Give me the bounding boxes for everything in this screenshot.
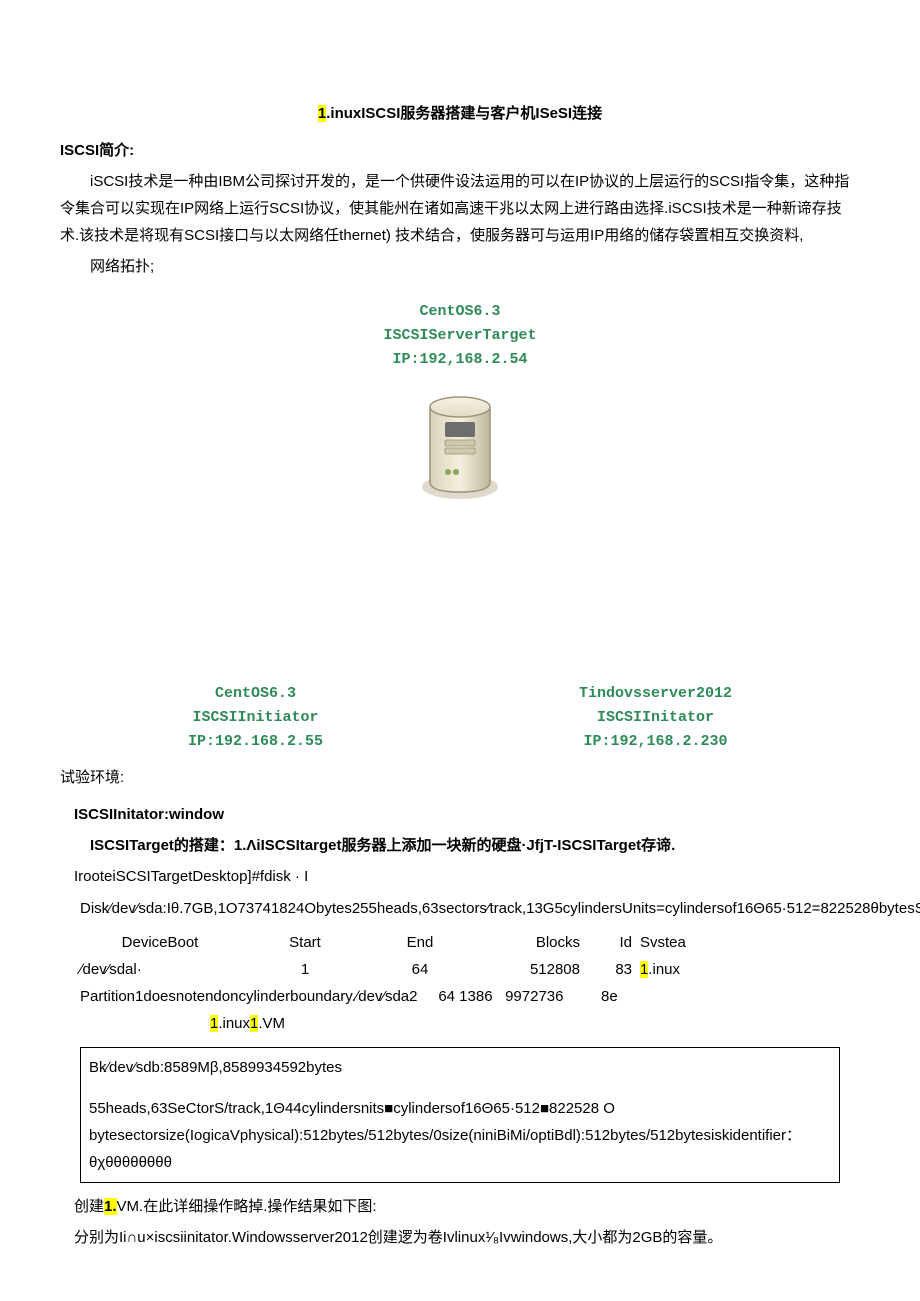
client-right-name: Tindovsserver2012 bbox=[579, 682, 732, 706]
partition-row-2: Partition1doesnotendoncylinderboundary.∕… bbox=[80, 983, 840, 1010]
partition-table-header: DeviceBoot Start End Blocks Id Svstea bbox=[80, 929, 840, 956]
initiator-label: ISCSIInitator:window bbox=[74, 801, 860, 828]
final-paragraph: 分别为Ii∩u×iscsiinitator.Windowsserver2012创… bbox=[74, 1224, 860, 1251]
server-ip: IP:192,168.2.54 bbox=[60, 348, 860, 372]
sdb-line-3: bytesectorsize(IogicaVphysical):512bytes… bbox=[89, 1122, 831, 1176]
intro-heading: ISCSI简介: bbox=[60, 137, 860, 164]
disk-info-block: Disk∕dev⁄sda:Iθ.7GB,1O73741824Obytes255h… bbox=[80, 898, 840, 921]
title-highlight: 1 bbox=[318, 105, 326, 122]
topology-label: 网络拓扑; bbox=[60, 253, 860, 280]
server-name: CentOS6.3 bbox=[60, 300, 860, 324]
server-icon bbox=[415, 382, 505, 502]
sdb-line-2: 55heads,63SeCtorS/track,1Θ44cylindersnit… bbox=[89, 1095, 831, 1122]
title-text: .inuxISCSI服务器搭建与客户机ISeSI连接 bbox=[326, 105, 602, 122]
document-title: 1.inuxISCSI服务器搭建与客户机ISeSI连接 bbox=[60, 100, 860, 127]
client-left-name: CentOS6.3 bbox=[188, 682, 323, 706]
client-right-role: ISCSIInitator bbox=[579, 706, 732, 730]
client-right-ip: IP:192,168.2.230 bbox=[579, 730, 732, 754]
client-left-ip: IP:192.168.2.55 bbox=[188, 730, 323, 754]
fdisk-command: IrooteiSCSITargetDesktop]#fdisk · I bbox=[74, 863, 860, 890]
client-right-node: Tindovsserver2012 ISCSIInitator IP:192,1… bbox=[579, 682, 732, 754]
intro-body: iSCSI技术是一种由IBM公司探讨开发的，是一个供硬件设法运用的可以在IP协议… bbox=[60, 168, 860, 249]
server-role: ISCSIServerTarget bbox=[60, 324, 860, 348]
env-label: 试验环境: bbox=[60, 764, 860, 791]
client-left-node: CentOS6.3 ISCSIInitiator IP:192.168.2.55 bbox=[188, 682, 323, 754]
partition-row-1: ∕dev⁄sdal· 1 64 512808 83 1.inux bbox=[80, 956, 840, 983]
sdb-line-1: Bk∕dev⁄sdb:8589Mβ,8589934592bytes bbox=[89, 1054, 831, 1081]
partition-row-2-sys: 1.inux1.VM bbox=[80, 1010, 840, 1037]
sdb-info-box: Bk∕dev⁄sdb:8589Mβ,8589934592bytes 55head… bbox=[80, 1047, 840, 1183]
client-left-role: ISCSIInitiator bbox=[188, 706, 323, 730]
target-build-text: ISCSITarget的搭建：1.ΛiISCSItarget服务器上添加一块新的… bbox=[60, 832, 860, 859]
lvm-create-text: 创建1.VM.在此详细操作略掉.操作结果如下图: bbox=[74, 1193, 860, 1220]
topology-clients: CentOS6.3 ISCSIInitiator IP:192.168.2.55… bbox=[60, 682, 860, 754]
topology-server-node: CentOS6.3 ISCSIServerTarget IP:192,168.2… bbox=[60, 300, 860, 372]
